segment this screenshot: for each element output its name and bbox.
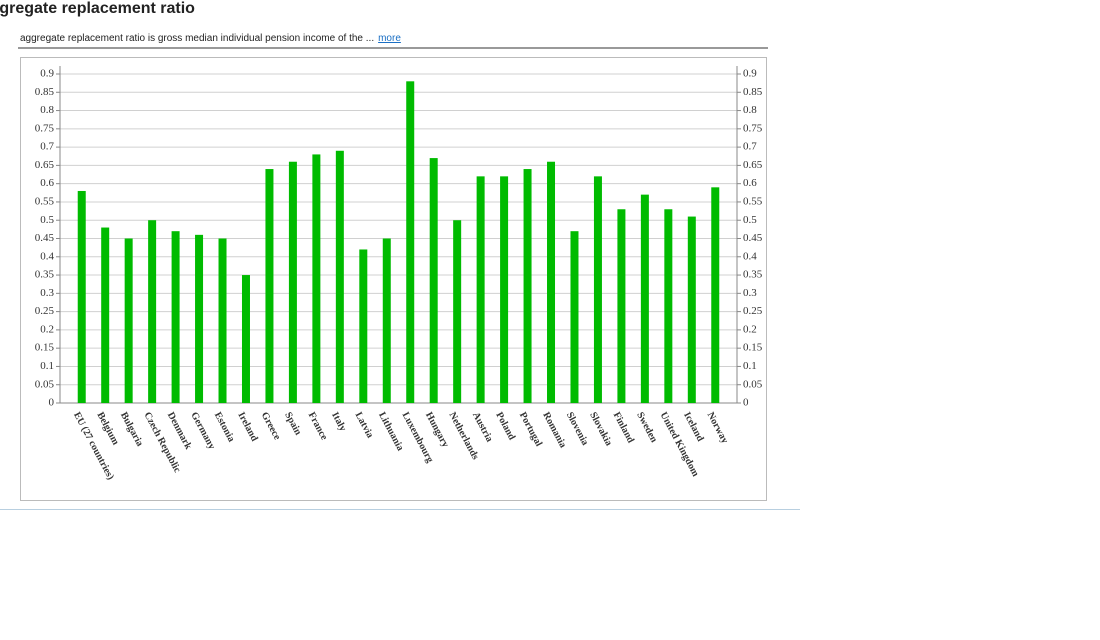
y2-tick-label: 0.9 [743, 68, 757, 80]
y-tick-label: 0.25 [35, 305, 55, 317]
bar [664, 209, 673, 403]
x-tick-label: Austria [470, 410, 495, 444]
page-title: Aggregate replacement ratio [0, 0, 195, 17]
x-tick-label: Sweden [634, 410, 659, 444]
bar [265, 169, 274, 403]
y-tick-label: 0.05 [35, 378, 55, 390]
x-tick-label: Iceland [681, 410, 706, 444]
bar [335, 150, 344, 403]
bar [171, 231, 180, 403]
y-tick-label: 0.9 [40, 68, 54, 80]
x-tick-label: Finland [611, 410, 637, 445]
x-tick-label: Romania [540, 410, 568, 450]
y-tick-label: 0.4 [40, 250, 54, 262]
x-tick-label: Estonia [212, 410, 237, 444]
x-tick-label: Greece [259, 410, 283, 442]
bar [429, 158, 438, 403]
y-tick-label: 0.1 [40, 360, 54, 372]
description: aggregate replacement ratio is gross med… [20, 33, 401, 44]
x-tick-label: France [306, 410, 330, 442]
y2-tick-label: 0.75 [743, 122, 763, 134]
y-tick-label: 0.6 [40, 177, 54, 189]
x-tick-label: Spain [282, 410, 303, 437]
y2-tick-label: 0.4 [743, 250, 757, 262]
bar [288, 161, 297, 403]
y2-tick-label: 0.5 [743, 214, 757, 226]
bar [406, 81, 415, 404]
bar [617, 209, 626, 403]
y2-tick-label: 0.3 [743, 287, 757, 299]
bar [218, 238, 227, 403]
bar [711, 187, 720, 403]
y2-tick-label: 0.35 [743, 269, 763, 281]
y-tick-label: 0.65 [35, 159, 55, 171]
x-tick-label: Ireland [235, 410, 260, 443]
bar [124, 238, 133, 403]
bar [195, 234, 204, 403]
y2-tick-label: 0.65 [743, 159, 763, 171]
bar [570, 231, 579, 403]
x-tick-label: Slovakia [587, 410, 614, 448]
bar [241, 275, 250, 403]
y-tick-label: 0 [49, 397, 55, 409]
bar [77, 190, 86, 403]
x-tick-label: Portugal [517, 410, 544, 448]
y2-tick-label: 0.6 [743, 177, 757, 189]
y-tick-label: 0.35 [35, 269, 55, 281]
y2-tick-label: 0.15 [743, 342, 763, 354]
bar [101, 227, 110, 403]
x-tick-label: Poland [493, 410, 517, 442]
chart-frame [20, 57, 767, 501]
bar [593, 176, 602, 403]
x-tick-label: Latvia [353, 410, 376, 440]
y2-tick-label: 0.85 [743, 86, 763, 98]
y2-tick-label: 0.1 [743, 360, 757, 372]
bar [148, 220, 157, 403]
y2-tick-label: 0.2 [743, 323, 757, 335]
y-tick-label: 0.85 [35, 86, 55, 98]
y-tick-label: 0.45 [35, 232, 55, 244]
more-link[interactable]: more [378, 33, 401, 44]
y2-tick-label: 0.45 [743, 232, 763, 244]
bar [312, 154, 321, 403]
plot: 0 0.05 0.1 0.15 0.2 0.25 0.3 0.35 0.4 0.45 0.5 0.55… [35, 66, 763, 482]
bar [382, 238, 391, 403]
y-tick-label: 0.7 [40, 141, 54, 153]
y-tick-label: 0.8 [40, 104, 54, 116]
x-tick-label: Bulgaria [118, 410, 145, 448]
bar [500, 176, 509, 403]
bar [687, 216, 696, 403]
y2-tick-label: 0.05 [743, 378, 763, 390]
x-tick-label: Italy [329, 410, 348, 433]
y-tick-label: 0.5 [40, 214, 54, 226]
bar [453, 220, 462, 403]
y-tick-label: 0.75 [35, 122, 55, 134]
bar [359, 249, 368, 403]
y2-tick-label: 0.25 [743, 305, 763, 317]
y-tick-label: 0.15 [35, 342, 55, 354]
y-tick-label: 0.3 [40, 287, 54, 299]
y2-tick-label: 0.7 [743, 141, 757, 153]
x-tick-label: Norway [705, 410, 731, 445]
y2-tick-label: 0 [743, 397, 749, 409]
y2-tick-label: 0.8 [743, 104, 757, 116]
description-text: aggregate replacement ratio is gross med… [20, 33, 374, 44]
y-tick-label: 0.55 [35, 195, 55, 207]
bar [640, 194, 649, 403]
bar [523, 169, 532, 403]
bar [476, 176, 485, 403]
y-tick-label: 0.2 [40, 323, 54, 335]
bar [547, 161, 556, 403]
y2-tick-label: 0.55 [743, 195, 763, 207]
